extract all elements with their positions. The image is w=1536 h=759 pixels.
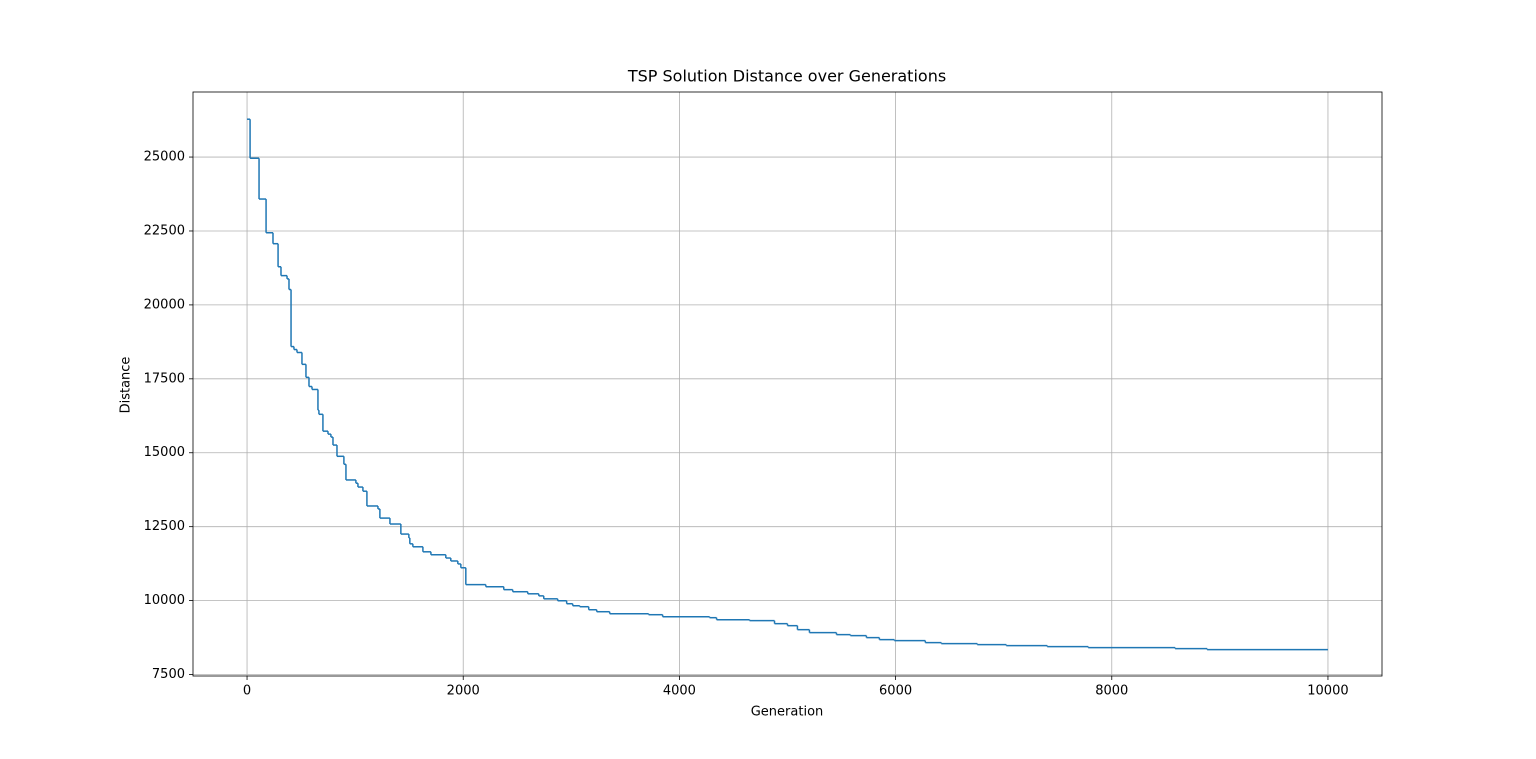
y-tick-label: 15000 [144,445,185,460]
x-tick-label: 0 [243,684,251,699]
y-axis-label: Distance [119,357,134,414]
x-axis-label: Generation [751,705,824,720]
y-tick-label: 12500 [144,519,185,534]
plot-frame [192,91,1383,677]
x-tick-label: 4000 [663,684,696,699]
y-tick-label: 10000 [144,593,185,608]
x-tick-label: 2000 [447,684,480,699]
y-tick-label: 20000 [144,297,185,312]
x-tick-label: 8000 [1095,684,1128,699]
y-tick-label: 7500 [152,667,185,682]
y-tick-label: 17500 [144,371,185,386]
x-tick-label: 10000 [1307,684,1348,699]
chart-title: TSP Solution Distance over Generations [627,67,946,86]
x-tick-label: 6000 [879,684,912,699]
y-tick-label: 22500 [144,223,185,238]
y-tick-label: 25000 [144,150,185,165]
